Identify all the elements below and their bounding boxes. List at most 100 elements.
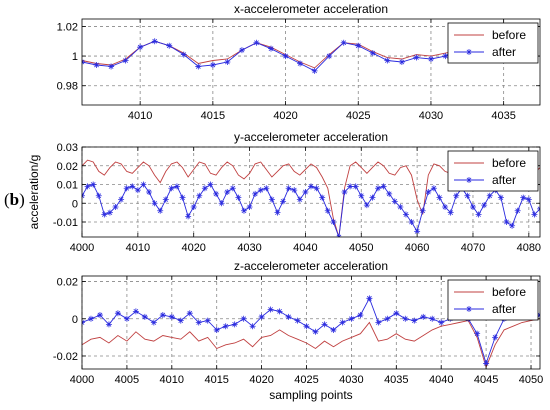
- data-point-after: [252, 190, 259, 197]
- data-point-after: [393, 310, 400, 317]
- data-point-after: [414, 228, 421, 235]
- data-point-after: [90, 181, 97, 188]
- data-point-after: [296, 196, 303, 203]
- data-point-after: [291, 187, 298, 194]
- data-point-after: [384, 315, 391, 322]
- data-point-after: [469, 204, 476, 210]
- data-point-after: [520, 194, 527, 201]
- data-point-after: [509, 222, 516, 229]
- data-point-after: [168, 185, 175, 192]
- data-point-after: [294, 317, 301, 324]
- data-point-after: [246, 204, 253, 210]
- data-point-after: [123, 185, 130, 192]
- data-point-after: [282, 53, 289, 60]
- x-tick-label: 4020: [249, 374, 273, 386]
- x-tick-label: 4010: [160, 374, 184, 386]
- data-point-after: [330, 326, 337, 333]
- data-point-after: [95, 192, 102, 199]
- axes-box: [81, 146, 541, 238]
- data-point-after: [106, 209, 113, 216]
- x-axis-label: sampling points: [269, 388, 352, 402]
- x-tick-label: 4025: [346, 110, 370, 122]
- data-point-after: [514, 207, 521, 214]
- data-point-after: [274, 209, 281, 216]
- y-tick-label: 0: [72, 198, 78, 210]
- data-point-after: [235, 194, 242, 201]
- data-point-after: [179, 194, 186, 201]
- data-point-after: [497, 194, 504, 201]
- x-tick-label: 4020: [273, 110, 297, 122]
- axes-box: [81, 18, 541, 106]
- legend-label-after: after: [492, 302, 516, 316]
- data-point-after: [313, 185, 320, 192]
- chart-panel-1: y-accelerometer acceleration 4000 4010 4020…: [27, 130, 541, 254]
- data-point-after: [118, 196, 125, 203]
- data-point-after: [263, 185, 270, 192]
- data-point-after: [280, 198, 287, 205]
- data-point-after: [87, 315, 94, 322]
- data-point-after: [173, 183, 180, 190]
- chart-title: z-accelerometer acceleration: [234, 259, 388, 273]
- x-tick-label: 4060: [405, 242, 429, 254]
- legend-label-before: before: [492, 28, 526, 42]
- chart-panel-0: x-accelerometer acceleration 4010 4015 4020…: [57, 2, 541, 122]
- data-point-after: [267, 306, 274, 313]
- data-point-after: [447, 209, 454, 216]
- x-tick-label: 4030: [419, 110, 443, 122]
- data-point-after: [352, 183, 359, 190]
- data-point-after: [207, 181, 214, 188]
- data-point-after: [162, 196, 169, 203]
- x-tick-label: 4035: [491, 110, 515, 122]
- data-point-after: [357, 312, 364, 319]
- y-axis-label: acceleration/g: [27, 155, 41, 230]
- data-point-after: [96, 312, 103, 319]
- data-point-after: [185, 213, 192, 220]
- legend: before after: [447, 150, 539, 192]
- data-point-after: [492, 334, 499, 341]
- data-point-after: [159, 312, 166, 319]
- data-point-after: [430, 185, 437, 192]
- data-point-after: [132, 308, 139, 315]
- data-point-after: [308, 183, 314, 190]
- data-point-after: [218, 200, 225, 207]
- data-point-after: [297, 60, 304, 67]
- data-point-after: [402, 315, 409, 322]
- y-tick-label: -0.02: [53, 351, 78, 363]
- data-point-after: [348, 315, 355, 322]
- data-point-after: [486, 192, 493, 199]
- y-tick-label: 0: [72, 314, 78, 326]
- data-point-after: [195, 63, 202, 70]
- x-tick-label: 4040: [293, 242, 317, 254]
- x-tick-label: 4050: [349, 242, 373, 254]
- data-point-after: [420, 313, 427, 320]
- data-point-after: [464, 192, 471, 199]
- x-tick-label: 4020: [181, 242, 205, 254]
- data-point-after: [481, 202, 488, 209]
- data-point-after: [213, 190, 220, 197]
- data-point-after: [108, 63, 115, 70]
- x-tick-label: 4005: [115, 374, 139, 386]
- panel-letter: (b): [4, 190, 25, 209]
- x-tick-label: 4040: [429, 374, 453, 386]
- data-point-after: [531, 211, 538, 218]
- data-point-after: [180, 51, 187, 58]
- data-point-after: [129, 183, 136, 190]
- data-point-after: [268, 196, 275, 203]
- data-point-after: [229, 185, 236, 192]
- x-tick-label: 4035: [384, 374, 408, 386]
- data-point-after: [311, 67, 318, 74]
- data-point-after: [442, 53, 449, 60]
- data-point-after: [436, 194, 443, 201]
- x-tick-label: 4000: [70, 242, 94, 254]
- data-point-after: [84, 183, 91, 190]
- data-point-after: [384, 57, 391, 64]
- x-tick-label: 4010: [126, 242, 150, 254]
- data-point-after: [285, 313, 292, 320]
- data-point-after: [195, 319, 202, 326]
- data-point-after: [366, 295, 373, 302]
- x-tick-label: 4045: [474, 374, 498, 386]
- data-point-after: [339, 319, 346, 326]
- y-tick-label: -0.01: [53, 217, 78, 229]
- data-point-after: [303, 323, 310, 330]
- y-tick-label: 0.03: [57, 142, 78, 154]
